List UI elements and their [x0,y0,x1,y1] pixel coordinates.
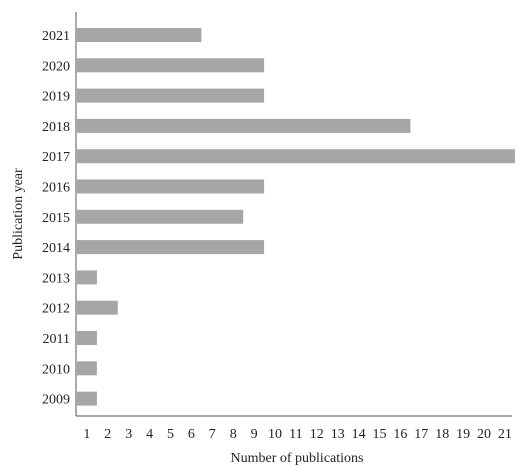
x-tick-label-9: 9 [251,427,258,442]
bar-2010 [77,361,97,376]
bar-2016 [77,179,265,194]
x-tick-label-19: 19 [456,427,470,442]
y-tick-label-2019: 2019 [42,90,70,105]
bar-2012 [77,300,118,315]
x-tick-label-12: 12 [310,427,324,442]
x-tick-label-21: 21 [498,427,512,442]
x-tick-label-5: 5 [167,427,174,442]
bar-2018 [77,118,411,133]
x-tick-label-8: 8 [230,427,237,442]
y-axis-title: Publication year [11,168,26,260]
y-tick-label-2014: 2014 [42,241,70,256]
x-tick-label-7: 7 [209,427,216,442]
x-tick-label-20: 20 [477,427,491,442]
x-axis-title: Number of publications [231,451,364,466]
y-tick-label-2020: 2020 [42,59,70,74]
x-tick-label-4: 4 [146,427,153,442]
x-tick-label-11: 11 [289,427,302,442]
x-tick-label-17: 17 [414,427,428,442]
bar-2019 [77,88,265,103]
bar-2014 [77,240,265,255]
bar-2017 [77,149,515,164]
x-tick-label-6: 6 [188,427,195,442]
y-tick-label-2011: 2011 [43,332,70,347]
x-tick-label-14: 14 [352,427,366,442]
x-tick-label-15: 15 [373,427,387,442]
bar-2021 [77,28,202,42]
x-tick-label-10: 10 [268,427,282,442]
bar-2020 [77,58,265,73]
y-tick-label-2012: 2012 [42,302,70,317]
bar-2015 [77,209,244,224]
bar-2011 [77,331,97,345]
bar-2013 [77,270,97,285]
y-tick-label-2018: 2018 [42,120,70,135]
y-tick-label-2015: 2015 [42,211,70,226]
x-tick-label-3: 3 [125,427,132,442]
y-tick-label-2009: 2009 [42,393,70,408]
y-tick-label-2013: 2013 [42,271,70,286]
y-tick-label-2017: 2017 [42,150,70,165]
x-tick-label-16: 16 [393,427,407,442]
x-tick-label-1: 1 [83,427,90,442]
y-tick-label-2016: 2016 [42,181,70,196]
bar-2009 [77,391,97,406]
x-tick-labels: 1 2 3 4 5 6 7 8 9 10 11 12 13 14 15 16 17 18 19 20 21 [83,427,511,442]
x-tick-label-18: 18 [435,427,449,442]
x-tick-label-2: 2 [104,427,111,442]
bars-group [77,28,515,406]
y-tick-label-2010: 2010 [42,362,70,377]
y-tick-label-2021: 2021 [42,29,70,44]
x-tick-label-13: 13 [331,427,345,442]
y-tick-labels: 2021 2020 2019 2018 2017 2016 2015 2014 2013 2012… [42,29,70,408]
